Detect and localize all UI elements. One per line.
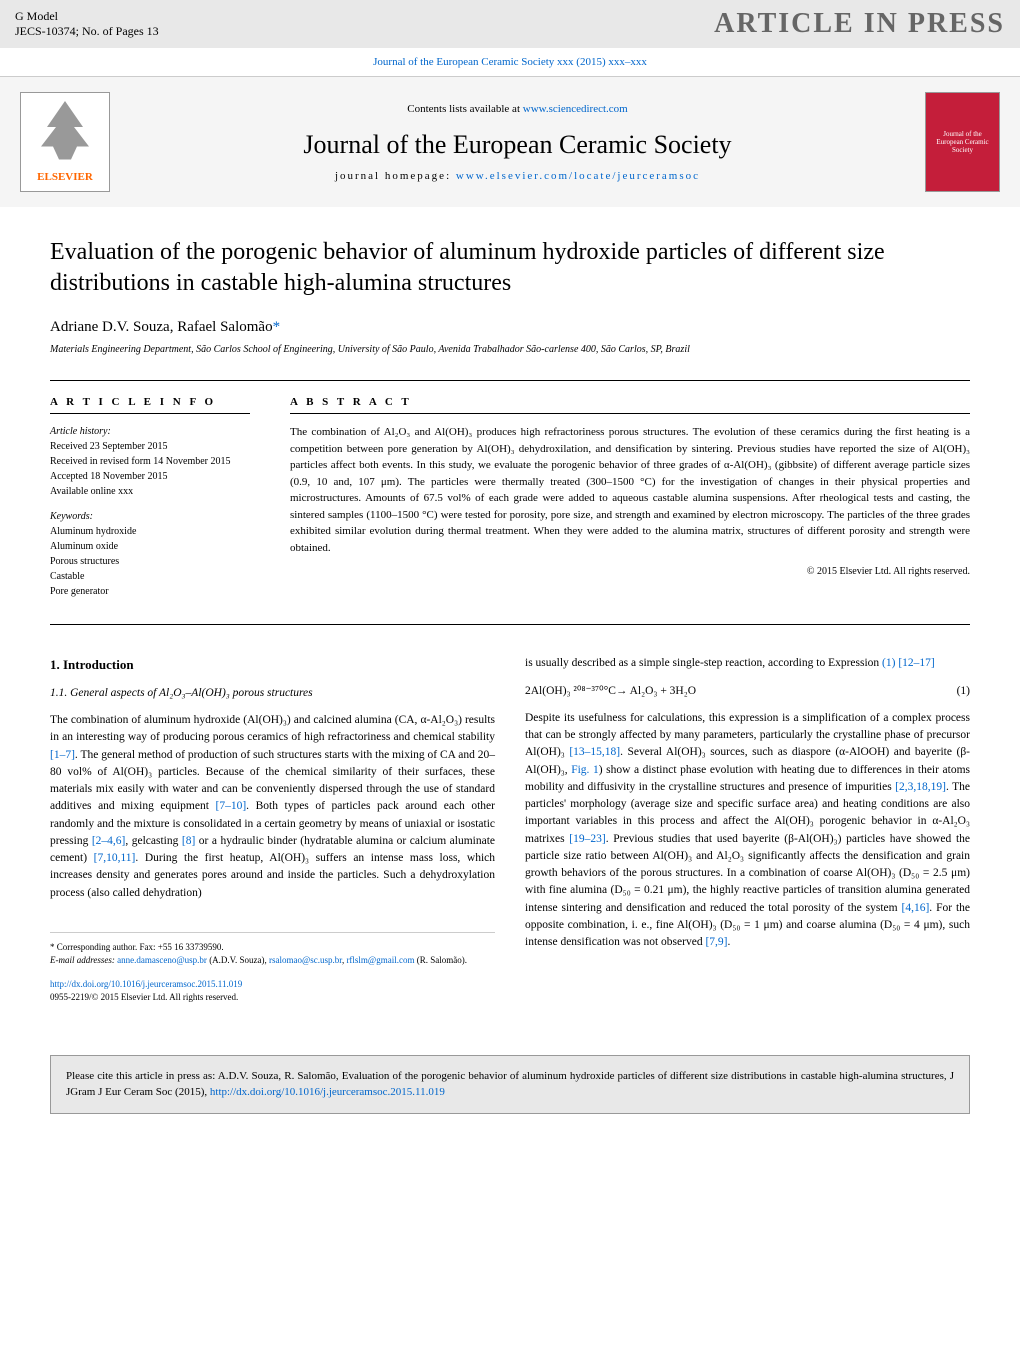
para-3g: . [728,936,731,948]
ref-8[interactable]: Fig. 1 [571,764,599,776]
email-1[interactable]: anne.damasceno@usp.br [117,955,207,965]
email-label: E-mail addresses: [50,955,117,965]
history-label: Article history: [50,424,250,439]
ref-4[interactable]: [8] [182,835,195,847]
citation-text: Please cite this article in press as: A.… [66,1070,954,1099]
info-header: A R T I C L E I N F O [50,396,250,414]
paragraph-2: is usually described as a simple single-… [525,655,970,672]
contents-line: Contents lists available at www.scienced… [130,103,905,115]
abstract-header: A B S T R A C T [290,396,970,414]
article-content: Evaluation of the porogenic behavior of … [0,207,1020,1035]
journal-ref-link[interactable]: Journal of the European Ceramic Society … [373,56,647,68]
doi-link[interactable]: http://dx.doi.org/10.1016/j.jeurceramsoc… [50,979,242,989]
ref-11[interactable]: [4,16] [901,902,929,914]
ref-7[interactable]: [13–15,18] [569,746,620,758]
ref-5[interactable]: [7,10,11] [94,852,136,864]
journal-banner: ELSEVIER Contents lists available at www… [0,76,1020,207]
online-date: Available online xxx [50,484,250,499]
ref-1[interactable]: [1–7] [50,749,75,761]
ref-3[interactable]: [2–4,6] [92,835,126,847]
ref-2[interactable]: [7–10] [215,800,246,812]
citation-box: Please cite this article in press as: A.… [50,1055,970,1114]
gmodel-label: G Model [15,9,159,24]
abstract-text: The combination of Al₂O₃ and Al(OH)₃ pro… [290,424,970,556]
accepted-date: Accepted 18 November 2015 [50,469,250,484]
email-1-name: (A.D.V. Souza), [207,955,269,965]
email-addresses: E-mail addresses: anne.damasceno@usp.br … [50,954,495,968]
para-2a: is usually described as a simple single-… [525,657,882,669]
citation-doi-link[interactable]: http://dx.doi.org/10.1016/j.jeurceramsoc… [210,1086,445,1098]
keywords-section: Keywords: Aluminum hydroxide Aluminum ox… [50,509,250,599]
email-2[interactable]: rsalomao@sc.usp.br [269,955,342,965]
abstract: A B S T R A C T The combination of Al₂O₃… [290,396,970,609]
ref-6[interactable]: (1) [12–17] [882,657,935,669]
right-column: is usually described as a simple single-… [525,655,970,1005]
para-1a: The combination of aluminum hydroxide (A… [50,714,495,743]
article-title: Evaluation of the porogenic behavior of … [50,237,970,299]
subsection-11-title: 1.1. General aspects of Al₂O₃–Al(OH)₃ po… [50,685,495,702]
corresponding-author: * Corresponding author. Fax: +55 16 3373… [50,941,495,955]
article-info: A R T I C L E I N F O Article history: R… [50,396,250,609]
jecs-id: JECS-10374; No. of Pages 13 [15,24,159,39]
author-1: Adriane D.V. Souza [50,319,170,335]
issn-copyright: 0955-2219/© 2015 Elsevier Ltd. All right… [50,991,495,1005]
keyword-2: Aluminum oxide [50,539,250,554]
footnotes: * Corresponding author. Fax: +55 16 3373… [50,932,495,968]
keyword-5: Pore generator [50,584,250,599]
ref-10[interactable]: [19–23] [569,833,605,845]
email-3-name: (R. Salomão). [414,955,467,965]
keyword-4: Castable [50,569,250,584]
elsevier-logo[interactable]: ELSEVIER [20,92,110,192]
doi-section: http://dx.doi.org/10.1016/j.jeurceramsoc… [50,978,495,1005]
article-in-press: ARTICLE IN PRESS [714,8,1005,40]
main-text: 1. Introduction 1.1. General aspects of … [50,655,970,1005]
equation-1: 2Al(OH)₃ ²⁰⁸⁻³⁷⁰°C→ Al₂O₃ + 3H₂O (1) [525,683,970,700]
keyword-1: Aluminum hydroxide [50,524,250,539]
sciencedirect-link[interactable]: www.sciencedirect.com [523,103,628,115]
keywords-label: Keywords: [50,509,250,524]
homepage-link[interactable]: www.elsevier.com/locate/jeurceramsoc [456,170,700,182]
elsevier-text: ELSEVIER [37,171,93,183]
authors: Adriane D.V. Souza, Rafael Salomão* [50,319,970,336]
affiliation: Materials Engineering Department, São Ca… [50,344,970,355]
left-column: 1. Introduction 1.1. General aspects of … [50,655,495,1005]
journal-cover[interactable]: Journal of the European Ceramic Society [925,92,1000,192]
banner-center: Contents lists available at www.scienced… [130,103,905,182]
corresponding-asterisk[interactable]: * [273,319,281,335]
cover-text: Journal of the European Ceramic Society [931,130,994,154]
article-history: Article history: Received 23 September 2… [50,424,250,499]
journal-homepage: journal homepage: www.elsevier.com/locat… [130,170,905,182]
keyword-3: Porous structures [50,554,250,569]
paragraph-1: The combination of aluminum hydroxide (A… [50,712,495,902]
equation-text: 2Al(OH)₃ ²⁰⁸⁻³⁷⁰°C→ Al₂O₃ + 3H₂O [525,683,696,700]
ref-12[interactable]: [7,9] [705,936,727,948]
contents-label: Contents lists available at [407,103,522,115]
ref-9[interactable]: [2,3,18,19] [895,781,946,793]
section-1-title: 1. Introduction [50,655,495,675]
info-abstract-row: A R T I C L E I N F O Article history: R… [50,380,970,625]
journal-reference[interactable]: Journal of the European Ceramic Society … [0,48,1020,76]
gmodel-block: G Model JECS-10374; No. of Pages 13 [15,9,159,39]
elsevier-tree-icon [35,101,95,166]
para-1d: , gelcasting [125,835,182,847]
received-date: Received 23 September 2015 [50,439,250,454]
revised-date: Received in revised form 14 November 201… [50,454,250,469]
header-bar: G Model JECS-10374; No. of Pages 13 ARTI… [0,0,1020,48]
journal-title: Journal of the European Ceramic Society [130,130,905,160]
author-2: Rafael Salomão [177,319,272,335]
homepage-label: journal homepage: [335,170,456,182]
equation-number: (1) [957,683,970,700]
copyright: © 2015 Elsevier Ltd. All rights reserved… [290,566,970,577]
email-3[interactable]: rflslm@gmail.com [346,955,414,965]
paragraph-3: Despite its usefulness for calculations,… [525,710,970,952]
